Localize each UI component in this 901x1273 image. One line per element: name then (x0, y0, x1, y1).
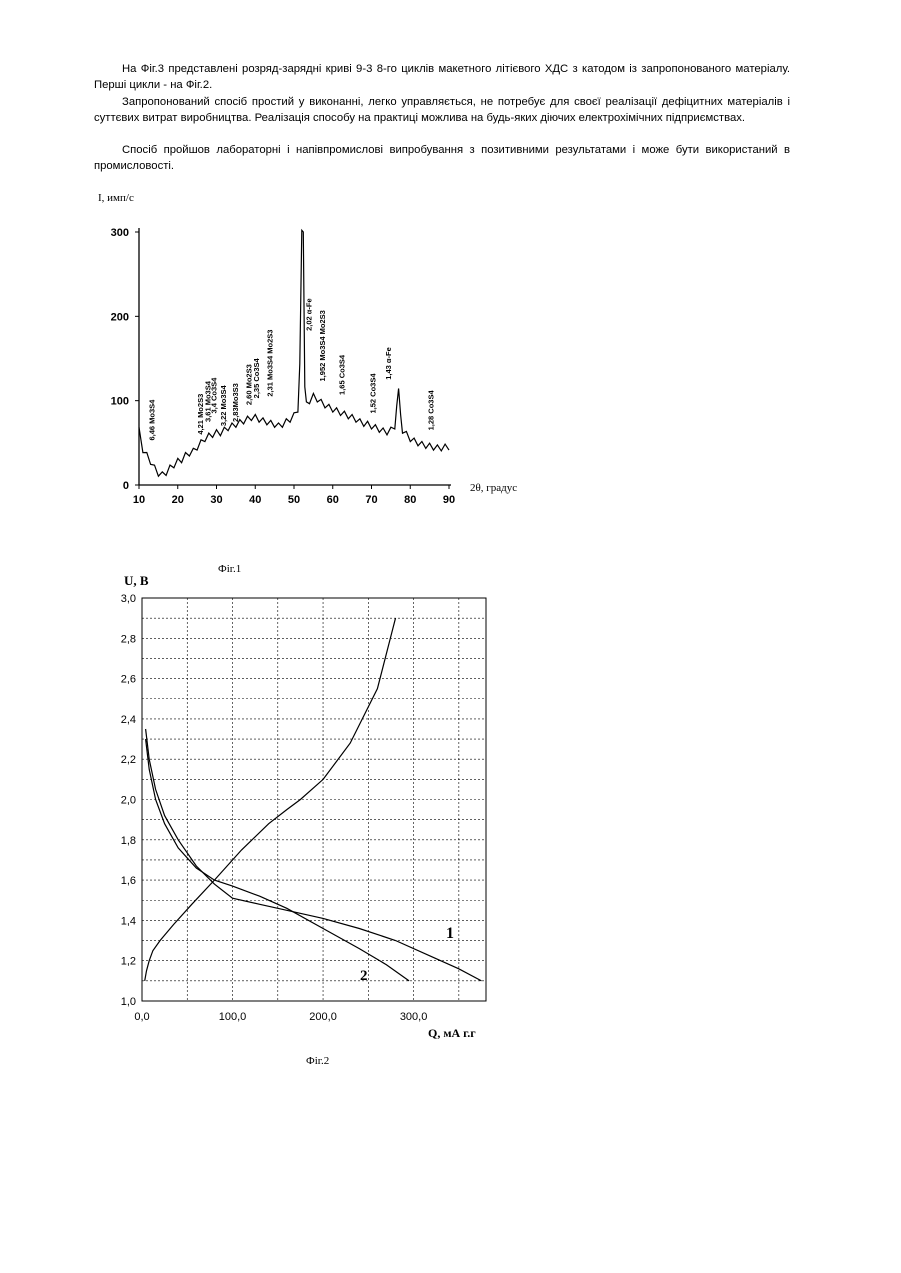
fig2-y-tick-label: 2,2 (121, 754, 136, 766)
fig2-curve-label: 2 (360, 968, 368, 984)
fig2-x-tick-label: 200,0 (309, 1011, 337, 1023)
fig2-y-tick-label: 1,6 (121, 875, 136, 887)
fig2-x-tick-label: 300,0 (400, 1011, 428, 1023)
fig2-ylabel: U, B (124, 573, 149, 588)
fig2-y-tick-label: 2,4 (121, 714, 136, 726)
fig2-y-tick-label: 2,6 (121, 674, 136, 686)
fig2-x-tick-label: 100,0 (219, 1011, 247, 1023)
fig2-y-tick-label: 1,0 (121, 996, 136, 1008)
fig2-y-tick-label: 1,4 (121, 915, 136, 927)
fig2-y-tick-label: 2,8 (121, 633, 136, 645)
fig2-x-tick-label: 0,0 (134, 1011, 149, 1023)
voltage-capacity-chart: U, B Q, мА г.г 1,0 1,2 1,4 1,6 1,8 2,0 2,2 2,4 2… (0, 0, 901, 1100)
fig2-y-tick-label: 1,8 (121, 835, 136, 847)
fig2-curve (146, 729, 482, 981)
fig2-y-tick-label: 1,2 (121, 956, 136, 968)
fig2-caption: Фіг.2 (306, 1055, 329, 1067)
fig2-curve-label: 1 (446, 925, 454, 942)
fig2-curve (146, 739, 410, 981)
fig2-y-tick-label: 2,0 (121, 795, 136, 807)
fig2-y-tick-label: 3,0 (121, 593, 136, 605)
fig2-xlabel: Q, мА г.г (428, 1026, 476, 1040)
